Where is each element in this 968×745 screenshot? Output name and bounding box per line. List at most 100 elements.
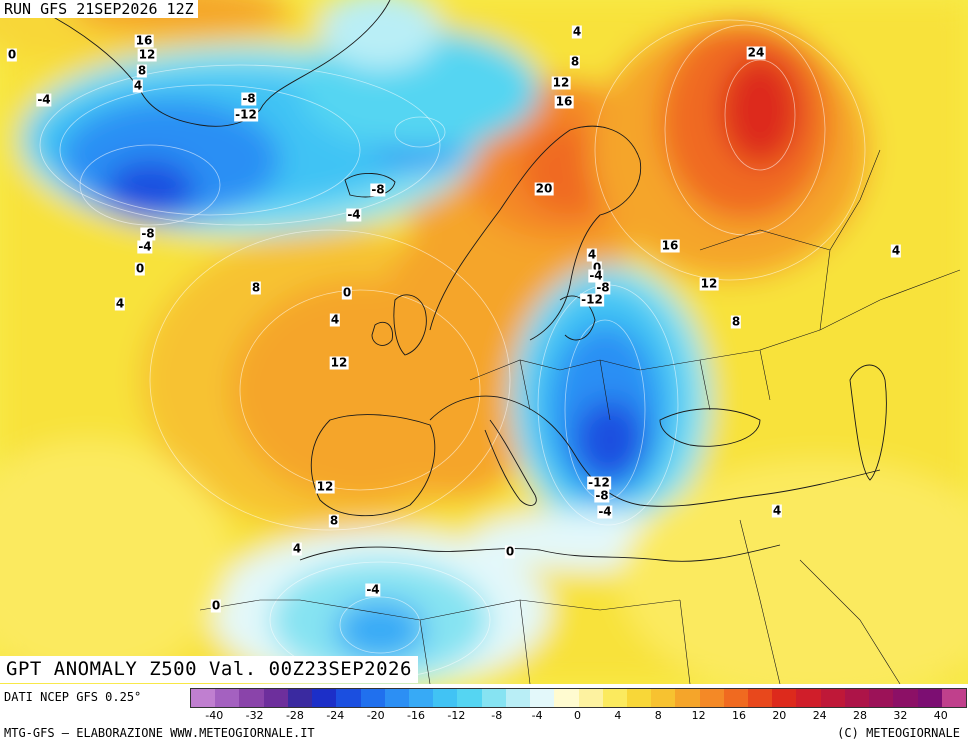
contour-label: -4: [588, 268, 604, 283]
colorbar-swatch: [941, 689, 966, 707]
contour-label: 0: [591, 260, 603, 275]
map-canvas: [0, 0, 968, 684]
colorbar-tick: 24: [812, 709, 827, 722]
contour-label: 0: [6, 47, 18, 62]
contour-label: -4: [36, 92, 52, 107]
colorbar-swatch: [360, 689, 385, 707]
credits-right-text: (C) METEOGIORNALE: [837, 726, 960, 740]
colorbar-swatch: [869, 689, 894, 707]
footer: DATI NCEP GFS 0.25° -40 -32 -28 -24 -20 -16 -1…: [0, 684, 968, 745]
colorbar-tick: -16: [407, 709, 426, 722]
colorbar-ticks: -40 -32 -28 -24 -20 -16 -12 -8 -4 0 4 8 12 16 20 24 28 32…: [190, 709, 965, 723]
colorbar-swatch: [457, 689, 482, 707]
anomaly-map: 16 12 8 4 0 -4 -8 -12 -8 -4 -8 -4 0 4 8 0 4 12 12 8 4 0 -4 0 4 8 1…: [0, 0, 968, 684]
colorbar-swatch: [287, 689, 313, 707]
colorbar-swatch: [651, 689, 676, 707]
colorbar-swatch: [433, 689, 458, 707]
contour-label: -8: [595, 280, 611, 295]
colorbar-tick: -40: [205, 709, 224, 722]
contour-label: 8: [250, 280, 262, 295]
colorbar-swatch: [263, 689, 288, 707]
contour-label: 4: [114, 296, 126, 311]
contour-label: 12: [551, 75, 571, 90]
contour-label: -12: [587, 475, 611, 490]
colorbar-swatch: [675, 689, 700, 707]
contour-label: 20: [534, 181, 554, 196]
contour-label: -4: [346, 207, 362, 222]
contour-label: -8: [241, 91, 257, 106]
colorbar-tick: -12: [447, 709, 466, 722]
contour-label: 0: [134, 261, 146, 276]
colorbar-swatch: [893, 689, 918, 707]
colorbar-swatch: [530, 689, 555, 707]
contour-label: 4: [771, 503, 783, 518]
colorbar-tick: -8: [491, 709, 503, 722]
contour-label: 12: [315, 479, 335, 494]
colorbar-tick: -24: [326, 709, 345, 722]
colorbar-swatch: [772, 689, 797, 707]
colorbar-tick: -32: [245, 709, 264, 722]
colorbar-tick: 32: [893, 709, 908, 722]
colorbar-swatch: [723, 689, 749, 707]
anomaly-field: [0, 0, 968, 684]
contour-label: 4: [586, 247, 598, 262]
colorbar-tick: 4: [614, 709, 622, 722]
contour-label: 4: [132, 78, 144, 93]
colorbar-swatch: [578, 689, 603, 707]
credits-left-text: MTG-GFS — ELABORAZIONE WWW.METEOGIORNALE…: [4, 726, 315, 740]
colorbar-swatch: [481, 689, 506, 707]
contour-label: 16: [660, 238, 680, 253]
colorbar-tick: -4: [531, 709, 543, 722]
contour-label: 8: [569, 54, 581, 69]
contour-label: -8: [594, 488, 610, 503]
colorbar-tick: 28: [853, 709, 868, 722]
colorbar-swatch: [312, 689, 337, 707]
colorbar-swatch: [917, 689, 942, 707]
colorbar-tick: 12: [691, 709, 706, 722]
contour-label: -4: [137, 239, 153, 254]
colorbar-swatch: [602, 689, 627, 707]
contour-label: 0: [504, 544, 516, 559]
contour-label: 24: [746, 45, 766, 60]
contour-label: 12: [329, 355, 349, 370]
map-title: GPT ANOMALY Z500 Val. 00Z23SEP2026: [0, 656, 418, 683]
run-label: RUN GFS 21SEP2026 12Z: [0, 0, 198, 18]
colorbar-tick: 0: [574, 709, 581, 722]
contour-label: 4: [329, 312, 341, 327]
colorbar-tick: 8: [654, 709, 662, 722]
contour-label: -4: [365, 582, 381, 597]
colorbar-tick: 40: [933, 709, 948, 722]
contour-label: 8: [328, 513, 340, 528]
colorbar-swatch: [505, 689, 531, 707]
contour-label: -8: [370, 182, 386, 197]
colorbar-tick: -28: [285, 709, 304, 722]
contour-label: 4: [890, 243, 902, 258]
data-source-text: DATI NCEP GFS 0.25°: [4, 690, 142, 704]
contour-label: 8: [136, 63, 148, 78]
colorbar-tick: -20: [366, 709, 385, 722]
colorbar-swatch: [384, 689, 409, 707]
contour-label: 4: [291, 541, 303, 556]
contour-label: 0: [341, 285, 353, 300]
colorbar-swatch: [408, 689, 434, 707]
contour-label: 16: [554, 94, 574, 109]
contour-label: 16: [134, 33, 154, 48]
contour-label: -12: [580, 292, 604, 307]
colorbar-swatch: [215, 689, 240, 707]
contour-label: 12: [137, 47, 157, 62]
contour-label: 8: [730, 314, 742, 329]
contour-label: -4: [597, 504, 613, 519]
colorbar-tick: 20: [772, 709, 787, 722]
colorbar-swatch: [336, 689, 361, 707]
contour-label: 4: [571, 24, 583, 39]
contour-label: 0: [210, 598, 222, 613]
contour-label: 12: [699, 276, 719, 291]
colorbar-swatch: [554, 689, 579, 707]
colorbar-swatch: [699, 689, 724, 707]
colorbar-swatch: [796, 689, 821, 707]
contour-label: -12: [234, 107, 258, 122]
colorbar-tick: 16: [731, 709, 746, 722]
colorbar-swatch: [748, 689, 773, 707]
contour-label: -8: [140, 226, 156, 241]
colorbar-swatch: [239, 689, 264, 707]
